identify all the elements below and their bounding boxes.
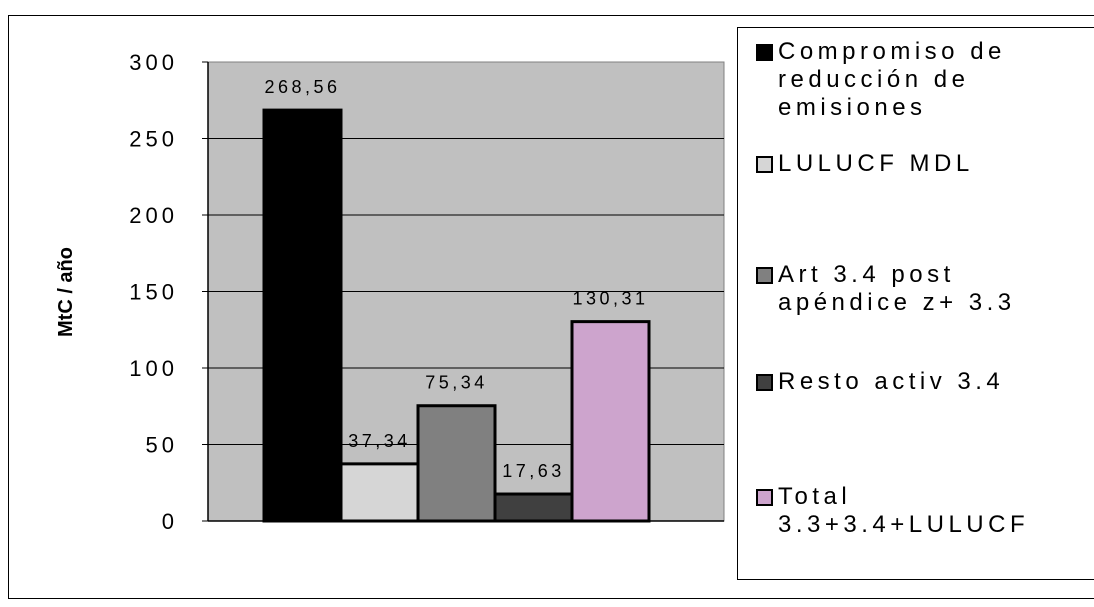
legend-swatch (756, 44, 773, 61)
y-tick-label: 300 (129, 50, 178, 75)
legend-item: Art 3.4 post apéndice z+ 3.3 (756, 261, 1078, 317)
y-tick-label: 100 (129, 356, 178, 381)
y-tick-label: 250 (129, 127, 178, 152)
legend-label: Resto activ 3.4 (778, 368, 1005, 395)
data-label: 17,63 (502, 461, 565, 481)
legend-swatch (756, 374, 773, 391)
legend-label: Art 3.4 post apéndice z+ 3.3 (778, 261, 1016, 316)
chart-frame (8, 15, 1094, 599)
bar (416, 404, 497, 523)
bar (262, 108, 343, 523)
legend-item: Resto activ 3.4 (756, 368, 1078, 396)
y-axis-ticks: 0 50 100 150 200 250 300 (129, 50, 208, 534)
legend-label: LULUCF MDL (778, 150, 974, 177)
legend-item: LULUCF MDL (756, 150, 1078, 178)
y-tick-label: 200 (129, 203, 178, 228)
legend-swatch (756, 267, 773, 284)
legend-item: Compromiso de reducción de emisiones (756, 38, 1078, 122)
bar (493, 492, 574, 523)
bars (262, 108, 651, 523)
y-tick-label: 50 (146, 433, 178, 458)
data-label: 75,34 (425, 373, 488, 393)
legend: Compromiso de reducción de emisiones LUL… (737, 27, 1094, 580)
bar (339, 462, 420, 523)
data-label: 37,34 (348, 431, 411, 451)
data-labels: 268,56 37,34 75,34 17,63 130,31 (264, 77, 648, 481)
legend-label: Compromiso de reducción de emisiones (778, 38, 1006, 121)
legend-label: Total 3.3+3.4+LULUCF (778, 483, 1030, 538)
y-tick-label: 0 (162, 509, 178, 534)
legend-swatch (756, 156, 773, 173)
bar (570, 320, 651, 523)
legend-item: Total 3.3+3.4+LULUCF (756, 483, 1078, 539)
legend-swatch (756, 489, 773, 506)
y-axis-label: MtC / año (55, 247, 77, 337)
y-tick-label: 150 (129, 280, 178, 305)
data-label: 130,31 (572, 289, 648, 309)
data-label: 268,56 (264, 77, 340, 97)
